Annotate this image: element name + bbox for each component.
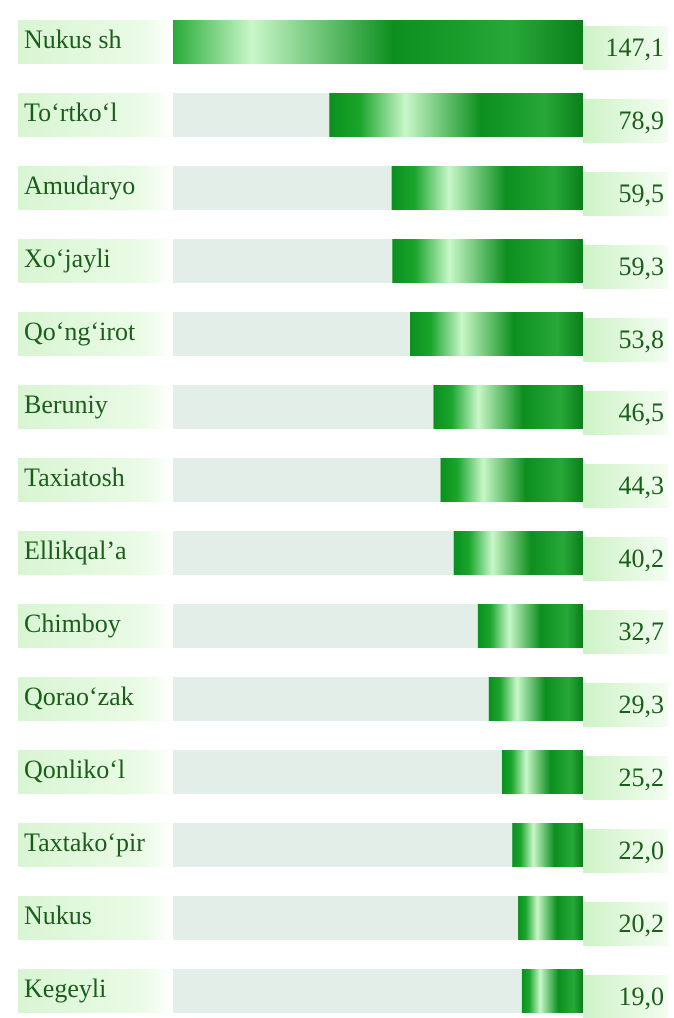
value-box (583, 245, 668, 289)
value-box (583, 318, 668, 362)
category-label: Xo‘jayli (24, 244, 111, 273)
bar (521, 969, 583, 1013)
value-label: 20,2 (619, 909, 665, 938)
category-label: Ellikqal’a (24, 536, 127, 565)
value-label: 59,3 (619, 252, 665, 281)
label-box (18, 750, 173, 794)
value-label: 19,0 (619, 982, 665, 1011)
category-label: Taxiatosh (24, 463, 125, 492)
category-label: Nukus sh (24, 25, 122, 54)
value-box (583, 902, 668, 946)
value-label: 59,5 (619, 179, 665, 208)
value-label: 25,2 (619, 763, 665, 792)
category-label: Taxtako‘pir (24, 828, 145, 857)
bar (391, 166, 583, 210)
category-label: Qonliko‘l (24, 755, 125, 784)
bar (392, 239, 583, 283)
category-label: Beruniy (24, 390, 108, 419)
category-label: Amudaryo (24, 171, 135, 200)
bar (453, 531, 583, 575)
value-label: 78,9 (619, 106, 665, 135)
label-box (18, 896, 173, 940)
value-label: 40,2 (619, 544, 665, 573)
bar (477, 604, 583, 648)
bar (329, 93, 583, 137)
value-box (583, 537, 668, 581)
value-label: 22,0 (619, 836, 665, 865)
label-box (18, 604, 173, 648)
category-label: Chimboy (24, 609, 121, 638)
value-box (583, 464, 668, 508)
label-box (18, 458, 173, 502)
label-box (18, 385, 173, 429)
label-box (18, 93, 173, 137)
value-label: 46,5 (619, 398, 665, 427)
value-box (583, 172, 668, 216)
bar (512, 823, 583, 867)
value-box (583, 756, 668, 800)
bar (110, 20, 583, 64)
label-box (18, 969, 173, 1013)
value-box (583, 99, 668, 143)
bar (518, 896, 583, 940)
value-box (583, 975, 668, 1018)
value-box (583, 683, 668, 727)
label-box (18, 531, 173, 575)
bar (501, 750, 583, 794)
label-box (18, 823, 173, 867)
value-label: 147,1 (606, 33, 665, 62)
value-label: 32,7 (619, 617, 665, 646)
value-label: 44,3 (619, 471, 665, 500)
value-label: 29,3 (619, 690, 665, 719)
label-box (18, 677, 173, 721)
category-label: Qorao‘zak (24, 682, 134, 711)
label-box (18, 239, 173, 283)
value-box (583, 829, 668, 873)
value-label: 53,8 (619, 325, 665, 354)
label-box (18, 312, 173, 356)
label-box (18, 20, 173, 64)
label-box (18, 166, 173, 210)
bar (410, 312, 583, 356)
value-box (583, 26, 668, 70)
bar (433, 385, 583, 429)
category-label: To‘rtko‘l (24, 98, 118, 127)
category-label: Qo‘ng‘irot (24, 317, 136, 346)
category-label: Nukus (24, 901, 92, 930)
category-label: Kegeyli (24, 974, 106, 1003)
bar (488, 677, 583, 721)
bar (440, 458, 583, 502)
value-box (583, 610, 668, 654)
value-box (583, 391, 668, 435)
